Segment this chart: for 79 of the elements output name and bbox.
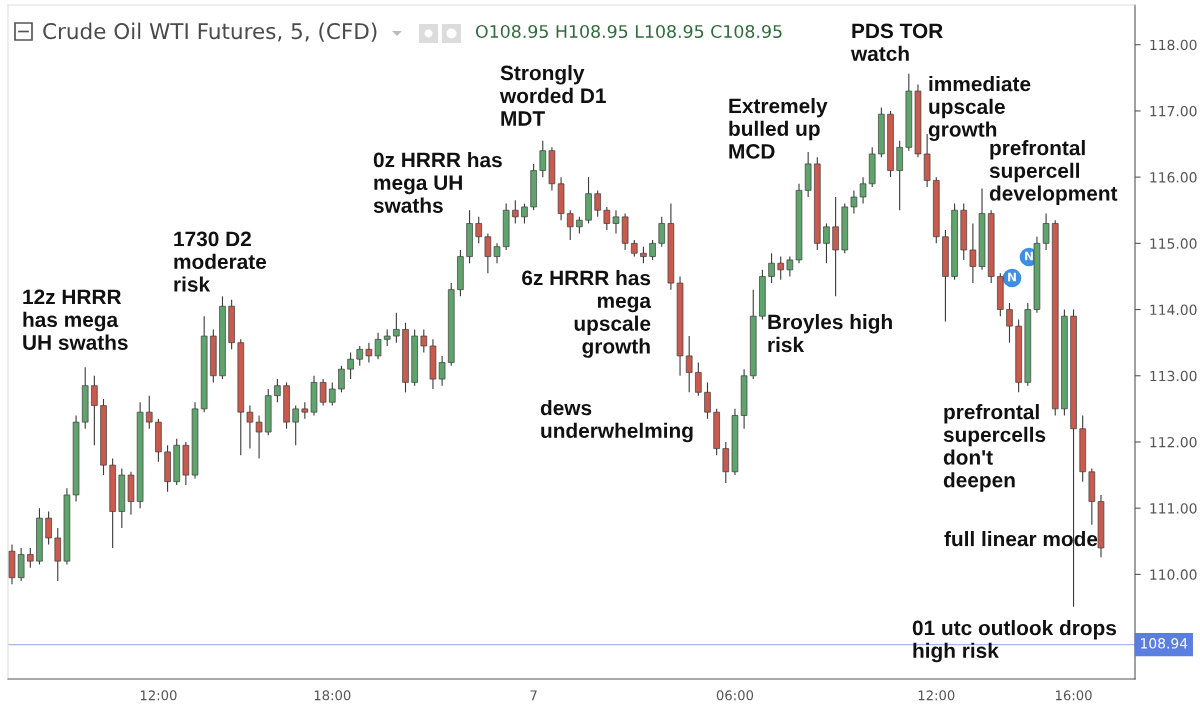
candlestick [859, 176, 867, 205]
annotation: 0z HRRR has mega UH swaths [373, 152, 502, 213]
x-tick-label: 12:00 [918, 690, 955, 701]
candlestick [896, 140, 903, 211]
candlestick [17, 547, 25, 582]
candlestick [484, 232, 492, 274]
candlestick [594, 189, 601, 218]
candlestick [539, 140, 547, 178]
y-tick-label: 114.00 [1150, 304, 1197, 316]
x-tick-label: 18:00 [314, 690, 351, 701]
candlestick [329, 381, 336, 407]
candlestick [850, 189, 858, 215]
candlestick [338, 365, 345, 393]
text: Crude Oil WTI Futures, 5, (CFD) [43, 22, 377, 42]
candlestick [603, 206, 611, 231]
y-tick-label: 115.00 [1150, 238, 1197, 249]
candlestick [777, 256, 784, 281]
ref-line-label: 108.94 [1141, 638, 1188, 649]
candlestick [292, 405, 299, 446]
candlestick [45, 510, 52, 546]
text: O108.95 H108.95 L108.95 C108.95 [475, 24, 782, 39]
annotation: prefrontal supercell development [989, 140, 1118, 205]
candlestick [969, 222, 977, 284]
candlestick [566, 209, 574, 241]
candlestick [420, 328, 428, 354]
candlestick [493, 242, 501, 264]
y-tick-label: 110.00 [1150, 569, 1197, 580]
candlestick [319, 378, 327, 407]
annotation: Broyles high risk [768, 314, 892, 353]
annotation: N [1008, 272, 1016, 282]
candlestick [832, 196, 839, 297]
y-tick-label: 118.00 [1150, 39, 1197, 51]
candlestick [521, 203, 528, 225]
candlestick [145, 395, 153, 430]
annotation: PDS TOR watch [850, 23, 943, 62]
candlestick [475, 216, 482, 244]
annotation: 6z HRRR has mega upscale growth [522, 270, 652, 358]
annotation: 01 utc outlook drops high risk [912, 620, 1117, 663]
candlestick [1042, 213, 1050, 251]
candlestick [274, 378, 281, 403]
y-tick-label: 116.00 [1150, 172, 1197, 183]
candlestick [786, 256, 794, 278]
candlestick [438, 355, 446, 387]
candlestick [512, 199, 519, 225]
x-tick-label: 06:00 [716, 690, 754, 701]
annotation: 1730 D2 moderate risk [174, 231, 267, 292]
candlestick [722, 441, 730, 484]
annotation: Strongly worded D1 MDT [499, 65, 606, 126]
candlestick [704, 381, 711, 420]
y-tick-label: 117.00 [1150, 105, 1197, 117]
annotation: Extremely bulled up MCD [729, 98, 828, 159]
candlestick [347, 352, 354, 380]
annotation: dews underwhelming [540, 400, 693, 443]
candlestick [246, 405, 254, 450]
candlestick [658, 216, 666, 248]
annotation: N [1025, 251, 1033, 261]
candlestick [255, 414, 263, 460]
candlestick [768, 252, 775, 284]
annotation: 12z HRRR has mega UH swaths [23, 289, 128, 350]
candlestick [374, 332, 382, 360]
candlestick [27, 547, 34, 569]
y-tick-label: 112.00 [1150, 436, 1197, 448]
y-tick-label: 111.00 [1150, 503, 1197, 514]
candlestick [823, 222, 830, 264]
candlestick [649, 239, 656, 261]
candlestick [1006, 302, 1013, 344]
candlestick [393, 312, 400, 344]
candlestick [91, 375, 98, 446]
candlestick [685, 335, 693, 393]
annotation: prefrontal supercells don't deepen [943, 404, 1046, 492]
x-tick-label: 16:00 [1055, 690, 1092, 701]
x-tick-label: 7 [530, 690, 537, 701]
y-tick-label: 113.00 [1150, 370, 1197, 382]
candlestick [365, 342, 373, 364]
x-tick-label: 12:00 [140, 690, 177, 701]
candlestick [695, 361, 702, 397]
candlestick [612, 209, 620, 234]
candlestick [356, 345, 364, 367]
candlestick [54, 527, 62, 582]
